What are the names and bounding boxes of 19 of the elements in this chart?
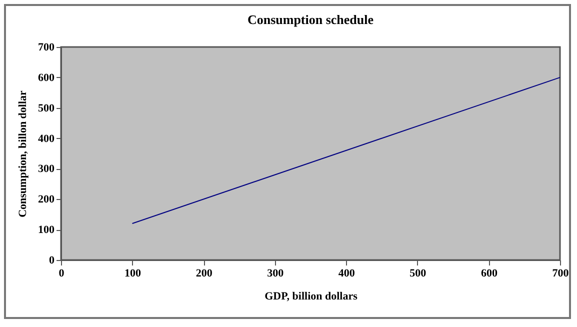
- x-tick-label: 700: [552, 268, 570, 280]
- y-tick-label: 600: [38, 72, 55, 84]
- y-tick-label: 200: [38, 194, 55, 206]
- x-tick-label: 100: [124, 268, 142, 280]
- chart-title: Consumption schedule: [247, 12, 374, 27]
- y-axis-title: Consumption, billon dollar: [17, 90, 29, 218]
- x-tick-label: 400: [338, 268, 356, 280]
- x-axis-title: GDP, billion dollars: [264, 290, 358, 302]
- x-tick-label: 0: [58, 268, 65, 280]
- x-tick-label: 500: [410, 268, 427, 280]
- y-tick-label: 700: [38, 42, 55, 54]
- x-tick-label: 600: [480, 268, 498, 280]
- y-tick-label: 0: [49, 254, 55, 266]
- x-tick-label: 200: [196, 268, 213, 280]
- y-tick-label: 400: [38, 132, 55, 145]
- y-tick-label: 500: [38, 102, 55, 114]
- y-tick-label: 300: [38, 163, 55, 176]
- x-tick-label: 300: [267, 268, 284, 280]
- y-tick-label: 100: [38, 224, 55, 236]
